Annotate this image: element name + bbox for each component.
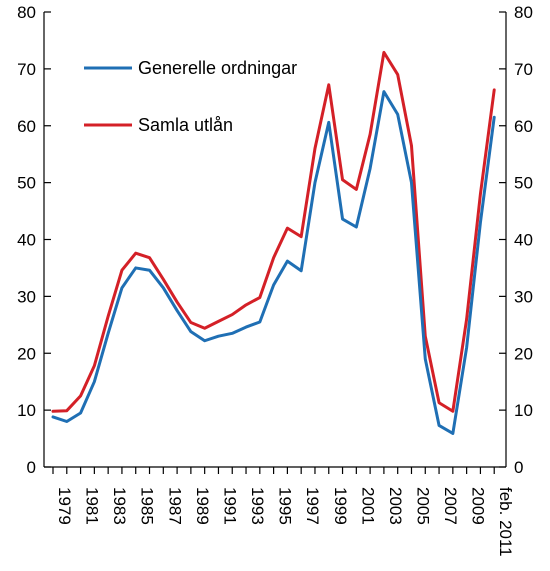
x-tick-label: 1993 bbox=[248, 487, 267, 525]
y-tick-label-right: 20 bbox=[514, 344, 533, 363]
legend-entry-samla-utlan: Samla utlån bbox=[84, 115, 233, 135]
y-tick-label-right: 30 bbox=[514, 287, 533, 306]
x-tick-label: 1983 bbox=[110, 487, 129, 525]
y-tick-label-left: 30 bbox=[17, 287, 36, 306]
x-tick-label: 2007 bbox=[441, 487, 460, 525]
x-tick-label: 1981 bbox=[83, 487, 102, 525]
y-tick-label-right: 40 bbox=[514, 231, 533, 250]
y-tick-label-left: 40 bbox=[17, 231, 36, 250]
y-tick-label-right: 50 bbox=[514, 174, 533, 193]
x-tick-label: 1997 bbox=[303, 487, 322, 525]
x-tick-label: 1999 bbox=[331, 487, 350, 525]
x-tick-label: feb. 2011 bbox=[496, 487, 515, 557]
y-tick-label-left: 80 bbox=[17, 3, 36, 22]
y-tick-label-left: 20 bbox=[17, 344, 36, 363]
x-tick-label: 2003 bbox=[386, 487, 405, 525]
chart-axes: 0 0 10 10 20 20 30 30 40 40 50 50 60 60 70 70 80 80 1979 19… bbox=[17, 3, 533, 557]
legend-entry-generelle-ordningar: Generelle ordningar bbox=[84, 58, 297, 78]
x-tick-label: 2001 bbox=[358, 487, 377, 525]
x-tick-label: 1991 bbox=[220, 487, 239, 525]
x-tick-label: 1985 bbox=[138, 487, 157, 525]
y-tick-label-left: 60 bbox=[17, 117, 36, 136]
legend-label: Generelle ordningar bbox=[138, 58, 297, 78]
y-tick-label-right: 0 bbox=[514, 458, 523, 477]
x-tick-label: 1995 bbox=[276, 487, 295, 525]
y-tick-label-right: 60 bbox=[514, 117, 533, 136]
y-tick-label-left: 0 bbox=[27, 458, 36, 477]
y-tick-label-right: 70 bbox=[514, 60, 533, 79]
x-tick-label: 2009 bbox=[469, 487, 488, 525]
x-tick-label: 2005 bbox=[413, 487, 432, 525]
legend: Generelle ordningar Samla utlån bbox=[84, 58, 297, 135]
series-line-generelle-ordningar bbox=[51, 90, 496, 435]
x-tick-label: 1979 bbox=[55, 487, 74, 525]
legend-label: Samla utlån bbox=[138, 115, 233, 135]
series-layer bbox=[51, 50, 496, 435]
series-line-samla-utlan bbox=[51, 50, 496, 413]
x-tick-label: 1989 bbox=[193, 487, 212, 525]
y-tick-label-left: 50 bbox=[17, 174, 36, 193]
y-tick-label-right: 80 bbox=[514, 3, 533, 22]
y-tick-label-right: 10 bbox=[514, 401, 533, 420]
y-tick-label-left: 70 bbox=[17, 60, 36, 79]
y-tick-label-left: 10 bbox=[17, 401, 36, 420]
x-tick-label: 1987 bbox=[165, 487, 184, 525]
